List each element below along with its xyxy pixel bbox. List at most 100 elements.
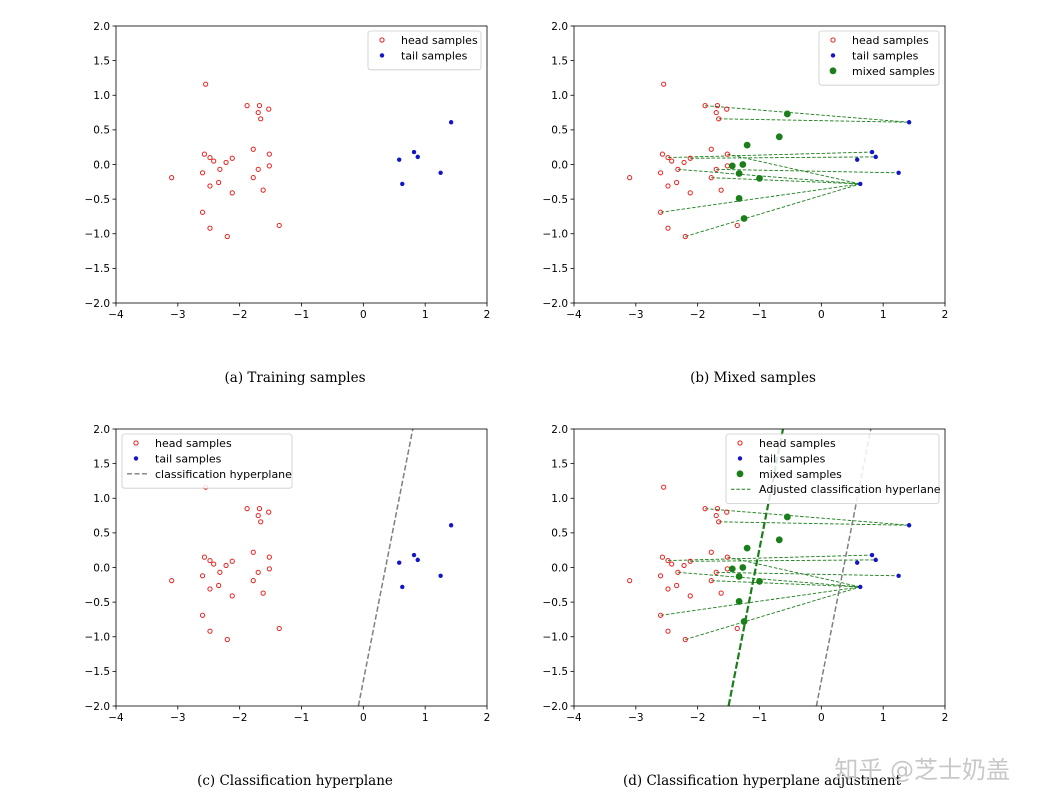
head-sample-point [675,166,681,172]
mixed-sample-point [743,544,751,552]
legend: head samples tail samples [367,30,482,71]
head-sample-point [657,573,664,579]
mix-link-line [677,168,861,185]
head-sample-point [169,175,175,181]
panel-c-classification-hyperplane: −4 −3 −2 −1 0 1 2 −2.0 −1.5 −1.0 −0.5 0.0 0.5 1.0 1.5 2… [85,424,491,724]
head-sample-point [255,109,261,116]
panel-b-mixed-samples: −4 −3 −2 −1 0 1 2 −2.0 −1.5 −1.0 −0.5 0.0 0.5 1.0 1.5 2… [543,21,949,321]
head-sample-point [724,106,730,112]
y-tick-label: −0.5 [85,597,111,609]
legend-head-marker [133,440,139,446]
y-tick-label: 2.0 [551,424,568,436]
head-sample-point [260,590,266,596]
mix-link-line [667,151,873,159]
y-tick-label: −1.0 [543,632,569,644]
head-sample-point [681,562,687,569]
legend: head samples tail samples mixed samples Adj… [725,433,941,504]
tail-sample-point [873,154,878,160]
legend-label: head samples [401,34,478,47]
mix-link-line [705,105,910,123]
plot-area [627,429,912,706]
mixed-sample-point [735,598,743,605]
tail-sample-point [854,157,860,162]
y-tick-label: 0.5 [93,528,110,540]
tail-sample-point [411,149,417,155]
mix-link-line [660,183,861,213]
head-sample-point [687,558,693,564]
mixed-sample-point [735,573,743,580]
head-sample-point [665,154,671,161]
head-sample-point [708,146,714,152]
mix-link-line [711,580,861,588]
x-tick-label: 2 [484,309,491,321]
head-sample-point [659,554,666,560]
head-sample-point [674,582,680,589]
mix-link-line [685,183,861,237]
head-sample-point [702,506,708,512]
head-sample-point [682,636,688,643]
head-sample-point [258,519,264,525]
x-tick-label: 2 [484,712,491,724]
tail-sample-point [448,523,454,528]
y-tick-label: −1.0 [543,229,569,241]
y-tick-label: 2.0 [93,424,110,436]
y-tick-label: 1.5 [93,458,110,470]
head-sample-point [669,158,675,164]
x-tick-label: 0 [360,712,367,724]
y-tick-label: 0.0 [93,159,110,171]
head-sample-point [665,557,671,564]
head-sample-point [255,512,261,519]
head-sample-point [255,166,261,172]
mix-link-line [727,556,861,588]
y-tick-label: 2.0 [551,21,568,33]
y-tick-label: 1.5 [93,55,110,67]
caption-c: (c) Classification hyperplane [197,773,393,789]
legend-label: tail samples [401,49,468,62]
legend-tail-marker [379,53,385,58]
head-sample-point [223,159,229,166]
mix-link-line [718,521,910,526]
head-sample-point [229,558,235,564]
y-tick-label: −2.0 [85,298,111,310]
legend-mixed-marker [736,470,744,478]
legend-label: tail samples [155,452,222,465]
head-sample-point [244,103,250,109]
head-sample-point [627,578,633,584]
head-sample-point [266,151,272,157]
tail-sample-point [415,154,420,160]
head-sample-point [266,106,272,112]
head-sample-point [734,625,740,632]
mix-link-line [690,559,876,562]
x-tick-label: 1 [422,712,429,724]
legend-label: tail samples [852,49,919,62]
mix-link-line [685,586,861,640]
head-sample-point [687,155,693,161]
head-sample-point [657,612,664,618]
tail-sample-point [400,584,405,590]
head-sample-point [665,628,671,634]
tail-sample-point [396,560,402,565]
x-tick-label: 1 [422,309,429,321]
tail-sample-point [896,170,901,176]
head-sample-point [201,151,208,157]
legend-mixed-marker [829,67,837,75]
head-sample-point [199,209,206,215]
tail-sample-point [415,557,420,563]
head-sample-point [255,569,261,575]
mix-link-line [677,571,861,588]
caption-d: (d) Classification hyperplane adjustment [623,773,902,789]
y-tick-label: −0.5 [543,597,569,609]
legend-head-marker [830,37,836,43]
head-sample-point [724,566,730,572]
head-sample-point [266,509,272,515]
head-sample-point [276,625,282,632]
mix-link-line [727,153,861,185]
y-tick-label: −1.5 [543,263,569,275]
x-tick-label: −4 [566,712,582,724]
mixed-sample-point [728,565,736,573]
tail-sample-point [854,560,860,565]
head-sample-point [713,109,719,116]
head-sample-point [250,175,256,181]
head-sample-point [169,578,175,584]
mix-link-line [716,571,899,577]
